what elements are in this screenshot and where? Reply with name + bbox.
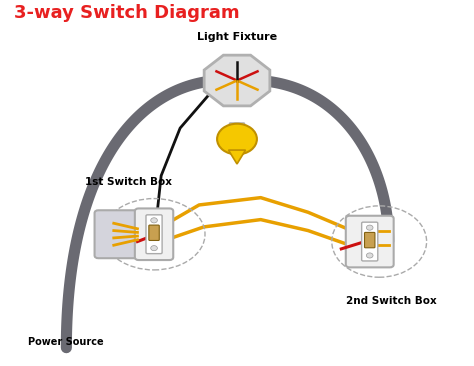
Circle shape <box>366 225 373 230</box>
Text: 3-way Switch Diagram: 3-way Switch Diagram <box>14 4 240 22</box>
FancyBboxPatch shape <box>135 209 173 260</box>
FancyBboxPatch shape <box>362 222 378 261</box>
Circle shape <box>151 246 157 251</box>
FancyBboxPatch shape <box>365 232 375 248</box>
Text: 2nd Switch Box: 2nd Switch Box <box>346 296 437 306</box>
FancyBboxPatch shape <box>346 216 393 267</box>
Circle shape <box>217 124 257 154</box>
FancyBboxPatch shape <box>94 210 137 258</box>
Text: Light Fixture: Light Fixture <box>197 32 277 42</box>
Circle shape <box>366 253 373 258</box>
Circle shape <box>151 218 157 223</box>
Polygon shape <box>204 55 270 106</box>
FancyBboxPatch shape <box>146 215 162 254</box>
FancyBboxPatch shape <box>149 225 159 240</box>
Text: 1st Switch Box: 1st Switch Box <box>85 177 173 187</box>
Polygon shape <box>228 150 246 164</box>
FancyBboxPatch shape <box>229 123 245 130</box>
Text: Power Source: Power Source <box>28 337 104 347</box>
